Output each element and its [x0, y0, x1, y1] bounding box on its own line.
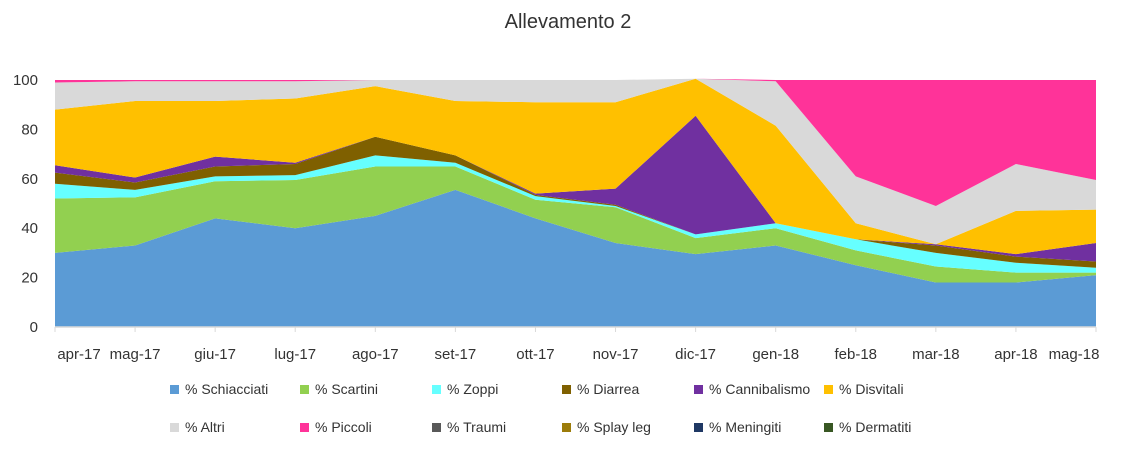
area-series-1 — [55, 189, 1096, 327]
legend: % Schiacciati % Scartini % Zoppi % Diarrea%… — [170, 378, 950, 444]
plot-area — [55, 78, 1096, 327]
legend-item: % Splay leg — [562, 416, 651, 438]
legend-item: % Altri — [170, 416, 225, 438]
x-tick-label: apr-18 — [994, 346, 1037, 363]
area-series-11 — [55, 78, 1096, 80]
y-tick-label: 100 — [13, 72, 38, 89]
legend-item: % Traumi — [432, 416, 506, 438]
legend-label: % Disvitali — [839, 381, 904, 397]
x-tick-label: giu-17 — [194, 346, 236, 363]
legend-item: % Schiacciati — [170, 378, 268, 400]
x-tick-label: mar-18 — [912, 346, 960, 363]
x-tick-label: apr-17 — [57, 346, 100, 363]
area-series-8 — [55, 78, 1096, 206]
legend-item: % Meningiti — [694, 416, 781, 438]
y-tick-label: 40 — [21, 220, 38, 237]
x-tick-label: mag-18 — [1049, 346, 1100, 363]
area-series-12 — [55, 78, 1096, 80]
x-tick-label: ago-17 — [352, 346, 399, 363]
x-tick-label: gen-18 — [752, 346, 799, 363]
legend-item: % Disvitali — [824, 378, 904, 400]
y-tick-label: 0 — [30, 319, 38, 336]
legend-label: % Splay leg — [577, 419, 651, 435]
y-tick-label: 20 — [21, 270, 38, 287]
legend-swatch — [170, 422, 179, 432]
area-series-7 — [55, 78, 1096, 245]
x-tick-label: feb-18 — [834, 346, 877, 363]
legend-label: % Scartini — [315, 381, 379, 397]
legend-swatch — [562, 422, 571, 432]
legend-item: % Dermatiti — [824, 416, 911, 438]
legend-item: % Piccoli — [300, 416, 372, 438]
legend-item: % Scartini — [300, 378, 378, 400]
y-tick-label: 80 — [21, 121, 38, 138]
legend-swatch — [300, 384, 309, 394]
y-tick-label: 60 — [21, 171, 38, 188]
x-tick-label: ott-17 — [516, 346, 554, 363]
legend-swatch — [170, 384, 179, 394]
legend-item: % Cannibalismo — [694, 378, 810, 400]
legend-swatch — [432, 384, 441, 394]
legend-label: % Cannibalismo — [709, 381, 811, 397]
axes: 0 20 40 60 80 100 apr-17 mag-17 giu-17 lug-17 ago-… — [13, 72, 1099, 363]
legend-swatch — [824, 384, 833, 394]
area-series-10 — [55, 78, 1096, 80]
x-tick-label: lug-17 — [274, 346, 316, 363]
legend-swatch — [562, 384, 571, 394]
legend-label: % Schiacciati — [185, 381, 269, 397]
legend-swatch — [300, 422, 309, 432]
x-tick-label: nov-17 — [593, 346, 639, 363]
x-tick-label: mag-17 — [110, 346, 161, 363]
area-series-4 — [55, 136, 1096, 268]
legend-label: % Meningiti — [709, 419, 782, 435]
legend-swatch — [432, 422, 441, 432]
legend-swatch — [694, 422, 703, 432]
legend-label: % Traumi — [447, 419, 507, 435]
area-series-2 — [55, 166, 1096, 283]
legend-label: % Piccoli — [315, 419, 372, 435]
area-series-3 — [55, 155, 1096, 273]
area-series-6 — [55, 78, 1096, 255]
legend-item: % Zoppi — [432, 378, 498, 400]
legend-label: % Altri — [185, 419, 225, 435]
legend-swatch — [694, 384, 703, 394]
area-series-9 — [55, 78, 1096, 80]
legend-swatch — [824, 422, 833, 432]
legend-item: % Diarrea — [562, 378, 639, 400]
x-tick-label: dic-17 — [675, 346, 716, 363]
legend-label: % Dermatiti — [839, 419, 912, 435]
chart-title: Allevamento 2 — [505, 11, 632, 33]
legend-label: % Zoppi — [447, 381, 499, 397]
legend-label: % Diarrea — [577, 381, 640, 397]
x-tick-label: set-17 — [435, 346, 477, 363]
